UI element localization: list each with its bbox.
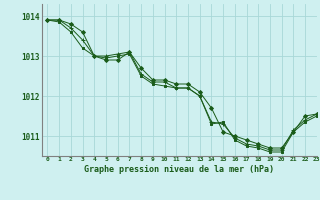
X-axis label: Graphe pression niveau de la mer (hPa): Graphe pression niveau de la mer (hPa) — [84, 165, 274, 174]
